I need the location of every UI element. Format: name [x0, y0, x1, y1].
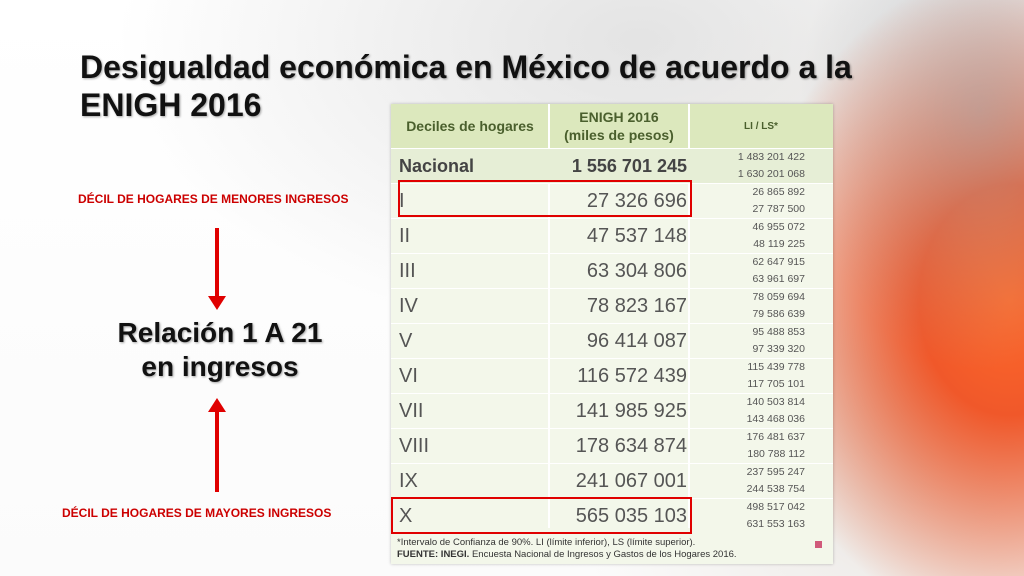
header-enigh: ENIGH 2016 (miles de pesos): [549, 104, 689, 148]
decile-cell: VII: [399, 400, 424, 422]
lower-limit-cell: 95 488 853: [752, 326, 805, 338]
decile-cell: VI: [399, 365, 418, 387]
label-highest-income-decile: DÉCIL DE HOGARES DE MAYORES INGRESOS: [62, 506, 332, 520]
lower-limit-cell: 237 595 247: [746, 466, 805, 478]
value-cell: 241 067 001: [575, 470, 687, 492]
lower-limit-cell: 1 483 201 422: [737, 151, 805, 163]
table-row: IX 241 067 001 237 595 247 244 538 754: [391, 463, 833, 498]
value-cell: 1 556 701 245: [571, 156, 687, 176]
lower-limit-cell: 176 481 637: [746, 431, 805, 443]
table-row: Nacional 1 556 701 245 1 483 201 422 1 630 …: [391, 148, 833, 183]
source-label: FUENTE: INEGI.: [397, 549, 470, 560]
upper-limit-cell: 79 586 639: [752, 308, 805, 320]
upper-limit-cell: 180 788 112: [747, 448, 805, 460]
header-deciles: Deciles de hogares: [406, 118, 534, 134]
decile-cell: III: [399, 260, 416, 282]
decile-cell: X: [399, 505, 413, 527]
upper-limit-cell: 117 705 101: [747, 378, 805, 390]
table-row: IV 78 823 167 78 059 694 79 586 639: [391, 288, 833, 323]
table-row: II 47 537 148 46 955 072 48 119 225: [391, 218, 833, 253]
slide-title: Desigualdad económica en México de acuer…: [80, 49, 852, 123]
upper-limit-cell: 631 553 163: [746, 518, 805, 530]
upper-limit-cell: 63 961 697: [752, 273, 805, 285]
value-cell: 116 572 439: [577, 365, 687, 387]
decile-cell: IX: [399, 470, 418, 492]
lower-limit-cell: 62 647 915: [752, 256, 805, 268]
header-enigh-line1: ENIGH 2016: [579, 109, 659, 125]
lower-limit-cell: 46 955 072: [752, 221, 805, 233]
upper-limit-cell: 97 339 320: [752, 343, 805, 355]
value-cell: 565 035 103: [575, 505, 687, 527]
value-cell: 47 537 148: [586, 225, 687, 247]
decile-cell: IV: [399, 295, 418, 317]
upper-limit-cell: 143 468 036: [746, 413, 805, 425]
value-cell: 78 823 167: [586, 295, 687, 317]
upper-limit-cell: 48 119 225: [753, 238, 805, 250]
lower-limit-cell: 115 439 778: [747, 361, 805, 373]
upper-limit-cell: 27 787 500: [752, 203, 805, 215]
column-divider: [688, 104, 690, 528]
decile-cell: I: [399, 190, 405, 212]
upper-limit-cell: 1 630 201 068: [737, 168, 805, 180]
table-row: V 96 414 087 95 488 853 97 339 320: [391, 323, 833, 358]
arrow-up-icon: [208, 398, 226, 492]
value-cell: 178 634 874: [575, 435, 687, 457]
label-lowest-income-decile: DÉCIL DE HOGARES DE MENORES INGRESOS: [78, 192, 349, 206]
decile-cell: V: [399, 330, 413, 352]
decile-cell: VIII: [399, 435, 430, 457]
column-divider: [548, 104, 550, 528]
table-header: Deciles de hogares ENIGH 2016 (miles de …: [391, 104, 833, 148]
arrow-down-icon: [208, 228, 226, 310]
table-footnote: *Intervalo de Confianza de 90%. LI (lími…: [397, 537, 696, 548]
upper-limit-cell: 244 538 754: [746, 483, 805, 495]
value-cell: 27 326 696: [586, 190, 687, 212]
lower-limit-cell: 78 059 694: [752, 291, 805, 303]
decorative-square: [815, 541, 822, 548]
table-row: VI 116 572 439 115 439 778 117 705 101: [391, 358, 833, 393]
decile-cell: II: [399, 225, 411, 247]
header-enigh-line2: (miles de pesos): [564, 127, 674, 143]
highlight-decile-x: [391, 497, 692, 534]
table-row: III 63 304 806 62 647 915 63 961 697: [391, 253, 833, 288]
value-cell: 141 985 925: [575, 400, 687, 422]
relation-line-1: Relación 1 A 21: [117, 317, 323, 348]
value-cell: 63 304 806: [586, 260, 687, 282]
table-row: I 27 326 696 26 865 892 27 787 500: [391, 183, 833, 218]
lower-limit-cell: 498 517 042: [746, 501, 805, 513]
source-text: Encuesta Nacional de Ingresos y Gastos d…: [469, 549, 737, 560]
table-source: FUENTE: INEGI. Encuesta Nacional de Ingr…: [397, 549, 737, 560]
income-ratio-text: Relación 1 A 21 en ingresos: [70, 316, 370, 384]
decile-cell: Nacional: [399, 156, 475, 176]
header-li-ls: LI / LS*: [744, 120, 778, 132]
relation-line-2: en ingresos: [141, 351, 299, 382]
value-cell: 96 414 087: [586, 330, 687, 352]
table-row: VII 141 985 925 140 503 814 143 468 036: [391, 393, 833, 428]
highlight-decile-i: [398, 180, 692, 217]
lower-limit-cell: 140 503 814: [746, 396, 805, 408]
table-row: VIII 178 634 874 176 481 637 180 788 112: [391, 428, 833, 463]
lower-limit-cell: 26 865 892: [752, 186, 805, 198]
enigh-table: Deciles de hogares ENIGH 2016 (miles de …: [391, 104, 833, 564]
